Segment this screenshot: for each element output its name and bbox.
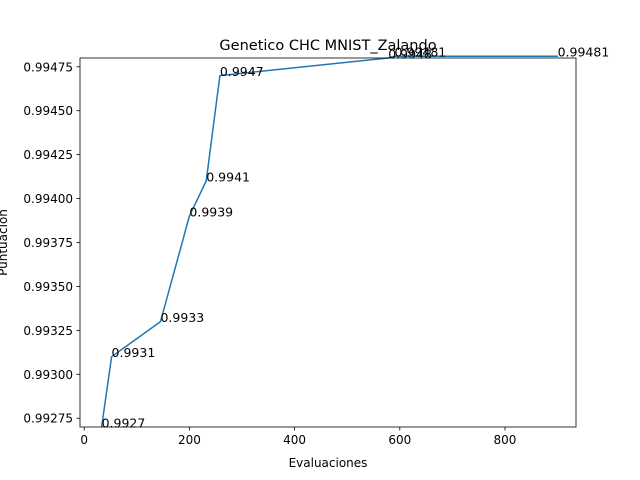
y-tick-label: 0.99300 [23, 368, 73, 382]
y-tick-label: 0.99450 [23, 104, 73, 118]
series-line [100, 55, 558, 428]
data-label: 0.9941 [206, 170, 250, 185]
y-tick-label: 0.99425 [23, 148, 73, 162]
data-label: 0.99481 [558, 45, 610, 60]
x-tick-label: 600 [388, 433, 411, 447]
data-label: 0.9927 [102, 416, 146, 431]
plot-frame [79, 57, 577, 428]
data-point [188, 215, 191, 217]
data-point [110, 356, 113, 358]
data-point [205, 180, 207, 182]
data-label: 0.9933 [160, 310, 204, 325]
y-tick-label: 0.99350 [23, 280, 73, 294]
x-axis-label: Evaluaciones [289, 456, 368, 470]
y-tick-label: 0.99475 [23, 60, 73, 74]
data-point [159, 320, 162, 323]
x-axis: 0 200 400 600 800 [80, 427, 516, 447]
data-label: 0.99481 [395, 45, 447, 60]
data-label: 0.9947 [220, 64, 264, 79]
data-labels: 0.9927 0.9931 0.9933 0.9939 0.9941 0.9947 0.99… [102, 45, 610, 431]
y-axis-label: Puntuación [0, 209, 10, 276]
x-tick-label: 0 [80, 433, 88, 447]
data-label: 0.9931 [112, 345, 156, 360]
data-label: 0.9948 [388, 47, 432, 62]
plot-content [100, 55, 559, 428]
y-tick-label: 0.99400 [23, 192, 73, 206]
data-point [556, 55, 559, 57]
x-tick-label: 400 [283, 433, 306, 447]
x-tick-label: 800 [494, 433, 517, 447]
x-tick-label: 200 [178, 433, 201, 447]
y-axis: 0.99275 0.99300 0.99325 0.99350 0.99375 0.994… [23, 60, 80, 426]
y-tick-label: 0.99375 [23, 236, 73, 250]
data-point [219, 74, 221, 77]
chart-title: Genetico CHC MNIST_Zalando [219, 38, 436, 54]
y-tick-label: 0.99325 [23, 324, 73, 338]
y-tick-label: 0.99275 [23, 412, 73, 426]
data-label: 0.9939 [189, 205, 233, 220]
data-point [393, 55, 396, 57]
